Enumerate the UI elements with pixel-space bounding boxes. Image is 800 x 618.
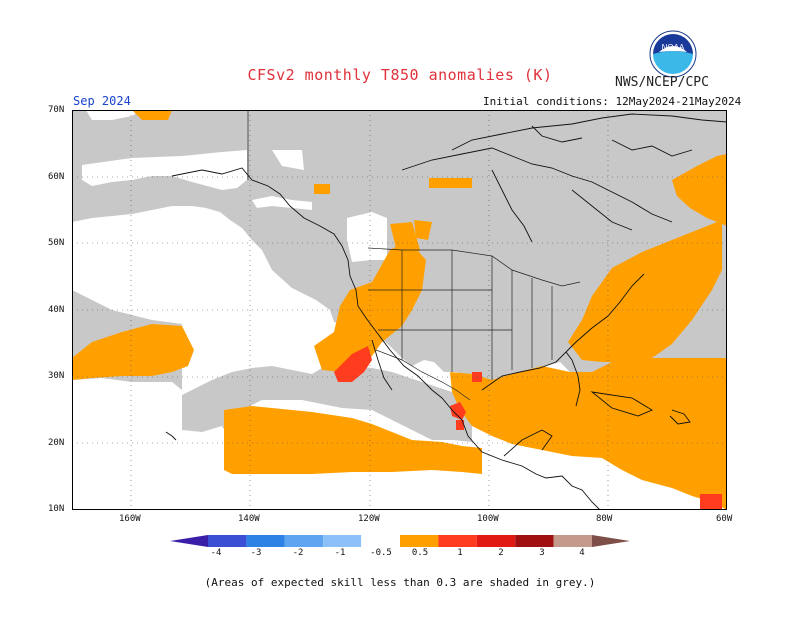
chart-title: CFSv2 monthly T850 anomalies (K)	[247, 66, 553, 84]
colorbar-label: -3	[250, 548, 262, 558]
svg-text:NOAA: NOAA	[662, 43, 685, 52]
graticule	[72, 110, 727, 510]
noaa-logo: NOAA	[649, 30, 697, 78]
colorbar-cell	[476, 535, 516, 547]
strong-warm-anomaly	[334, 346, 722, 510]
initial-conditions: Initial conditions: 12May2024-21May2024	[483, 95, 742, 108]
colorbar-cell	[284, 535, 324, 547]
colorbar-cell	[323, 535, 362, 547]
colorbar-label: 2	[498, 548, 504, 558]
lon-label: 120W	[358, 514, 380, 524]
lat-label: 40N	[48, 305, 65, 315]
anomaly-map	[72, 110, 727, 510]
colorbar-label: -4	[210, 548, 222, 558]
lon-label: 160W	[119, 514, 141, 524]
agency-label: NWS/NCEP/CPC	[615, 75, 709, 90]
forecast-month: Sep 2024	[73, 94, 131, 108]
colorbar-label: -2	[292, 548, 304, 558]
colorbar-cell	[515, 535, 554, 547]
lat-label: 20N	[48, 438, 65, 448]
colorbar-label: 1	[457, 548, 463, 558]
colorbar-cell	[361, 534, 401, 548]
colorbar-cell	[246, 535, 285, 547]
colorbar-label: 4	[579, 548, 585, 558]
colorbar-label: 3	[539, 548, 545, 558]
lat-label: 50N	[48, 238, 65, 248]
lon-label: 60W	[716, 514, 733, 524]
lon-label: 100W	[477, 514, 499, 524]
colorbar-cell	[208, 535, 247, 547]
lat-label: 70N	[48, 105, 65, 115]
colorbar-cell	[438, 535, 477, 547]
coastlines	[165, 113, 727, 510]
colorbar-cell	[553, 535, 592, 547]
colorbar-cell	[400, 535, 439, 547]
colorbar-label: -0.5	[370, 548, 392, 558]
colorbar-cell	[170, 535, 208, 547]
lon-label: 80W	[596, 514, 613, 524]
lat-label: 30N	[48, 371, 65, 381]
lat-label: 60N	[48, 172, 65, 182]
colorbar	[170, 534, 630, 548]
lat-label: 10N	[48, 504, 65, 514]
skill-note: (Areas of expected skill less than 0.3 a…	[204, 576, 596, 589]
colorbar-cell	[592, 535, 630, 547]
colorbar-label: -1	[334, 548, 346, 558]
colorbar-label: 0.5	[411, 548, 429, 558]
lon-label: 140W	[238, 514, 260, 524]
white-neutral-region	[72, 110, 727, 510]
